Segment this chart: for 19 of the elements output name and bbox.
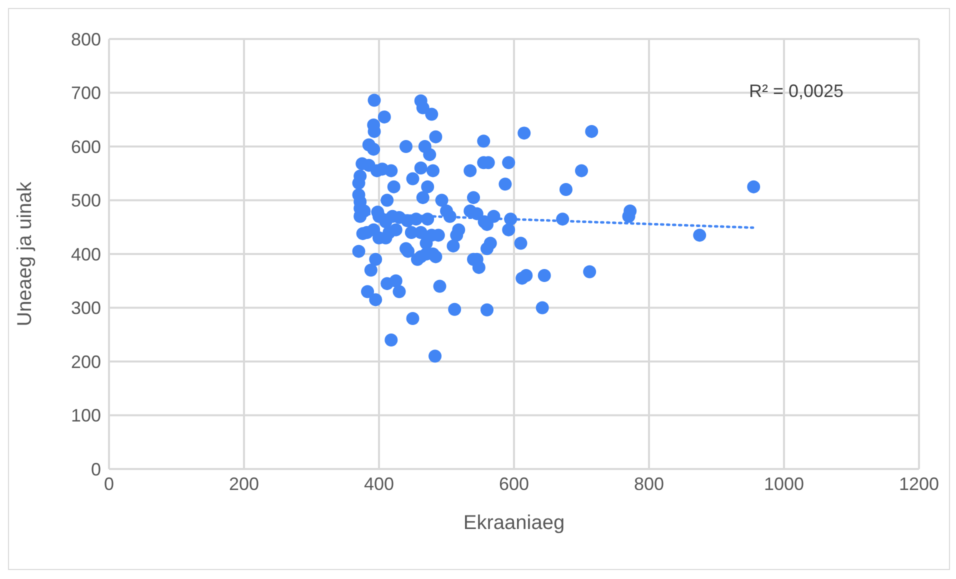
x-tick-label: 0 — [104, 474, 114, 494]
y-tick-label: 500 — [70, 190, 101, 211]
x-axis-title: Ekraaniaeg — [463, 512, 565, 534]
y-tick-label: 600 — [70, 136, 101, 157]
y-tick-label: 200 — [70, 352, 101, 372]
y-tick-label: 700 — [70, 83, 101, 104]
x-tick-label: 200 — [228, 474, 260, 494]
y-tick-label: 100 — [70, 406, 101, 426]
y-tick-label: 0 — [90, 459, 101, 480]
x-tick-label: 400 — [364, 474, 394, 494]
x-tick-label: 1200 — [898, 474, 940, 494]
x-tick-label: 600 — [498, 474, 530, 494]
y-tick-label: 300 — [70, 298, 101, 318]
y-tick-label: 400 — [70, 244, 101, 264]
annotation: R² = 0,0025 — [749, 81, 844, 102]
x-tick-label: 800 — [634, 474, 664, 494]
y-axis-title: Uneaeg ja uinak — [14, 180, 36, 326]
x-tick-label: 1000 — [764, 474, 804, 494]
y-tick-label: 800 — [70, 29, 101, 50]
